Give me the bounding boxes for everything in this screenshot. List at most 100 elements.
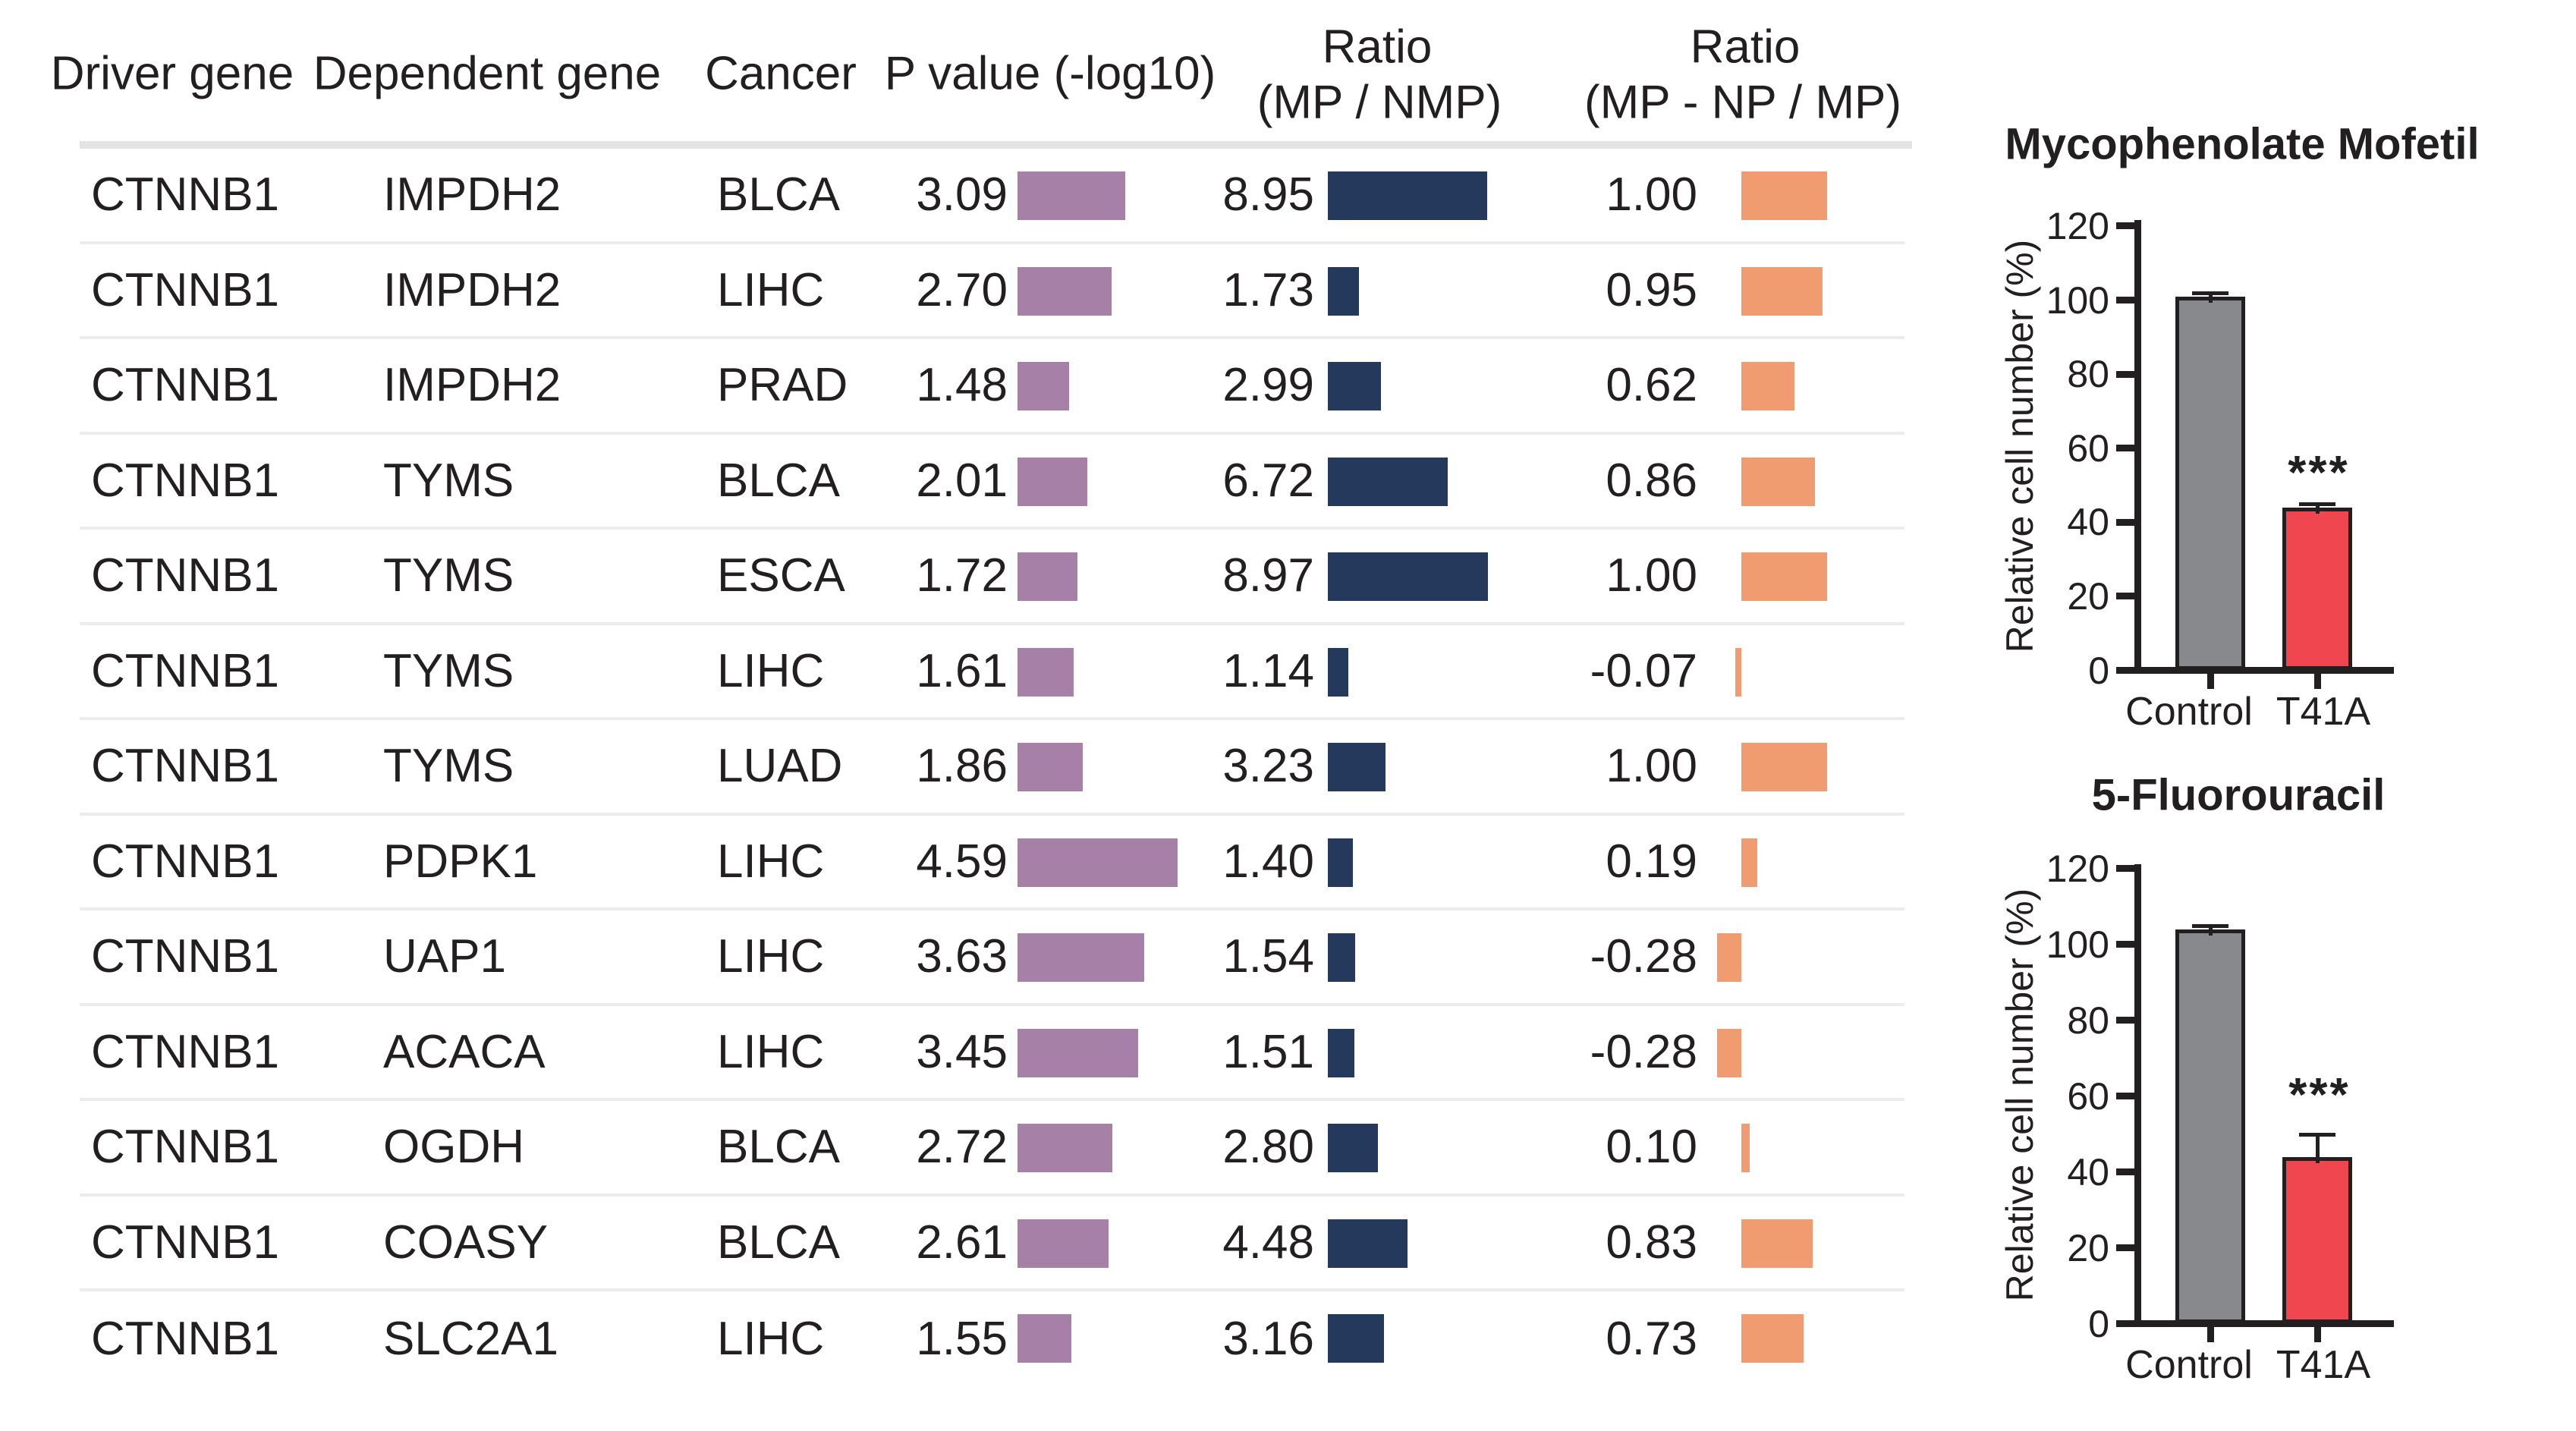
cancer-cell: LUAD <box>717 740 843 793</box>
ratio-mp-np-mp-bar <box>1717 933 1741 982</box>
significance-stars-chart1: *** <box>2288 447 2350 499</box>
cancer-cell: BLCA <box>717 168 840 222</box>
column-header-ratio-mp-nmp-line1: Ratio <box>1322 20 1433 74</box>
pvalue-bar <box>1018 552 1078 601</box>
ratio-mp-nmp-bar <box>1328 171 1488 220</box>
ratio-mp-nmp-cell: 1.54 <box>1222 930 1314 983</box>
y-tick-label: 40 <box>2067 501 2109 544</box>
pvalue-bar <box>1018 457 1088 506</box>
table-row: CTNNB1 PDPK1 LIHC 4.59 1.40 0.19 <box>80 816 1904 910</box>
pvalue-cell: 1.55 <box>916 1313 1008 1366</box>
driver-gene-cell: CTNNB1 <box>91 644 280 697</box>
dependent-gene-cell: ACACA <box>383 1025 546 1078</box>
dependent-gene-cell: PDPK1 <box>383 835 538 888</box>
dependent-gene-cell: TYMS <box>383 454 514 507</box>
pvalue-cell: 2.72 <box>916 1121 1008 1174</box>
ratio-mp-np-mp-cell: 0.62 <box>1606 359 1697 412</box>
y-tick-label: 20 <box>2067 1226 2109 1269</box>
ratio-mp-np-mp-bar <box>1741 171 1827 220</box>
ratio-mp-np-mp-bar <box>1741 1314 1804 1363</box>
column-header-ratio-mp-nmp-line2: (MP / NMP) <box>1257 76 1502 129</box>
pvalue-cell: 2.01 <box>916 454 1008 507</box>
cancer-cell: ESCA <box>717 549 845 602</box>
y-tick-mark <box>2116 865 2134 872</box>
driver-gene-cell: CTNNB1 <box>91 168 280 222</box>
cancer-cell: LIHC <box>717 644 825 697</box>
driver-gene-cell: CTNNB1 <box>91 740 280 793</box>
table-row: CTNNB1 IMPDH2 LIHC 2.70 1.73 0.95 <box>80 244 1904 339</box>
table-row: CTNNB1 IMPDH2 PRAD 1.48 2.99 0.62 <box>80 339 1904 435</box>
bar-control <box>2175 297 2245 670</box>
x-label-t41a-chart1: T41A <box>2276 690 2371 734</box>
pvalue-cell: 4.59 <box>916 835 1008 888</box>
ratio-mp-nmp-cell: 6.72 <box>1222 454 1314 507</box>
y-tick-mark <box>2116 1244 2134 1251</box>
ratio-mp-nmp-cell: 2.80 <box>1222 1121 1314 1174</box>
error-bar-stem <box>2208 291 2213 303</box>
y-axis-line-chart2 <box>2134 864 2141 1327</box>
x-tick-control-chart1 <box>2207 674 2214 689</box>
ratio-mp-nmp-bar <box>1328 838 1353 887</box>
driver-gene-cell: CTNNB1 <box>91 835 280 888</box>
ratio-mp-nmp-cell: 4.48 <box>1222 1216 1314 1269</box>
x-tick-t41a-chart1 <box>2314 674 2321 689</box>
ratio-mp-np-mp-bar <box>1741 1124 1750 1172</box>
ratio-mp-np-mp-cell: 1.00 <box>1606 549 1697 602</box>
y-tick-mark <box>2116 222 2134 230</box>
table-row: CTNNB1 IMPDH2 BLCA 3.09 8.95 1.00 <box>80 149 1904 244</box>
dependent-gene-cell: OGDH <box>383 1121 524 1174</box>
dependent-gene-cell: IMPDH2 <box>383 263 561 316</box>
error-bar-cap <box>2192 291 2228 295</box>
y-tick-label: 80 <box>2067 353 2109 396</box>
ratio-mp-np-mp-cell: -0.07 <box>1590 644 1697 697</box>
error-bar-stem <box>2315 502 2320 514</box>
column-header-driver-gene: Driver gene <box>50 47 294 100</box>
error-bar-cap <box>2299 502 2335 506</box>
pvalue-bar <box>1018 933 1144 982</box>
y-tick-mark <box>2116 667 2134 674</box>
x-tick-control-chart2 <box>2207 1327 2214 1342</box>
ratio-mp-nmp-bar <box>1328 552 1488 601</box>
driver-gene-cell: CTNNB1 <box>91 263 280 316</box>
bar-control <box>2175 929 2245 1323</box>
bar-t41a <box>2282 1157 2352 1323</box>
cancer-cell: PRAD <box>717 359 848 412</box>
driver-gene-cell: CTNNB1 <box>91 454 280 507</box>
ratio-mp-np-mp-bar <box>1741 838 1758 887</box>
significance-stars-chart2: *** <box>2288 1069 2351 1121</box>
pvalue-bar <box>1018 1124 1113 1172</box>
dependent-gene-cell: IMPDH2 <box>383 168 561 222</box>
driver-gene-cell: CTNNB1 <box>91 930 280 983</box>
ratio-mp-np-mp-cell: 1.00 <box>1606 168 1697 222</box>
y-tick-mark <box>2116 1320 2134 1327</box>
ratio-mp-nmp-bar <box>1328 743 1386 791</box>
y-tick-mark <box>2116 370 2134 378</box>
ratio-mp-np-mp-bar <box>1741 1219 1813 1268</box>
y-tick-label: 0 <box>2088 1302 2109 1345</box>
y-tick-mark <box>2116 1093 2134 1099</box>
chart-title-mycophenolate: Mycophenolate Mofetil <box>2005 119 2480 169</box>
pvalue-bar <box>1018 266 1112 316</box>
ratio-mp-nmp-bar <box>1328 1028 1355 1077</box>
pvalue-cell: 3.63 <box>916 930 1008 983</box>
dependent-gene-cell: SLC2A1 <box>383 1313 558 1366</box>
error-bar-stem <box>2315 1132 2320 1163</box>
dependent-gene-cell: COASY <box>383 1216 549 1269</box>
driver-gene-cell: CTNNB1 <box>91 1216 280 1269</box>
pvalue-cell: 1.48 <box>916 359 1008 412</box>
table-row: CTNNB1 OGDH BLCA 2.72 2.80 0.10 <box>80 1101 1904 1197</box>
column-header-ratio-mp-np-mp-line1: Ratio <box>1690 20 1801 74</box>
driver-gene-cell: CTNNB1 <box>91 1313 280 1366</box>
y-tick-label: 60 <box>2067 1074 2109 1118</box>
dependent-gene-cell: TYMS <box>383 549 514 602</box>
pvalue-bar <box>1018 1219 1109 1268</box>
ratio-mp-np-mp-bar <box>1717 1028 1741 1077</box>
table-row: CTNNB1 TYMS ESCA 1.72 8.97 1.00 <box>80 530 1904 625</box>
ratio-mp-np-mp-cell: 1.00 <box>1606 740 1697 793</box>
table-row: CTNNB1 TYMS LIHC 1.61 1.14 -0.07 <box>80 625 1904 720</box>
ratio-mp-np-mp-cell: 0.19 <box>1606 835 1697 888</box>
column-header-cancer: Cancer <box>705 47 857 100</box>
driver-gene-cell: CTNNB1 <box>91 1025 280 1078</box>
x-label-control-chart1: Control <box>2125 690 2253 734</box>
pvalue-cell: 1.72 <box>916 549 1008 602</box>
